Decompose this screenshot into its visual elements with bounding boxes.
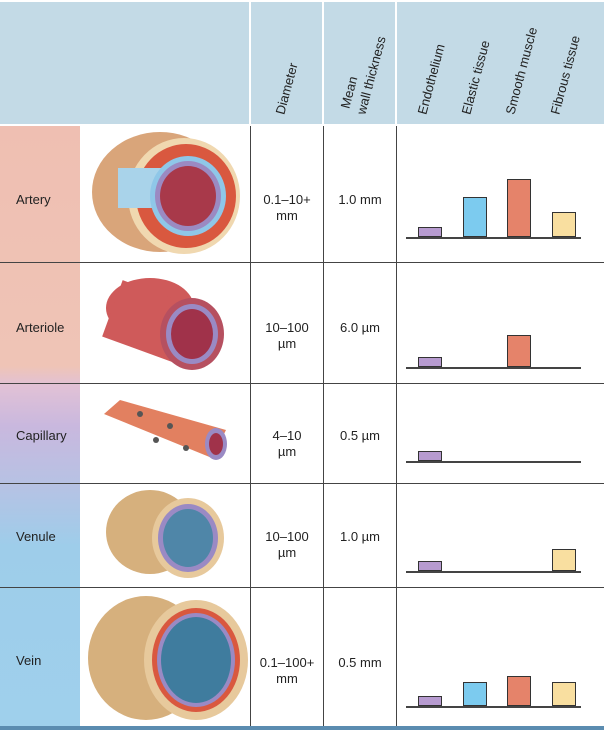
header-blank (0, 2, 249, 124)
bar-artery-endothelium (418, 227, 442, 237)
vein-wall: 0.5 mm (338, 655, 382, 670)
header-smooth: Smooth muscle (502, 25, 541, 116)
bottom-rule (0, 726, 604, 730)
bar-arteriole-smooth-muscle (507, 335, 531, 367)
row-label-arteriole: Arteriole (16, 320, 65, 335)
diameter-unit: mm (276, 671, 298, 686)
arteriole-diameter: 10–100 µm (251, 320, 323, 352)
diameter-value: 4–10 (272, 428, 302, 443)
header-wall: Mean wall thickness (324, 2, 395, 124)
row-label-vein: Vein (16, 653, 42, 668)
header-endothelium: Endothelium (414, 42, 448, 116)
vein-illustration (88, 596, 248, 720)
row-label-capillary: Capillary (16, 428, 67, 443)
row-label-artery: Artery (16, 192, 51, 207)
chart-baseline-artery (406, 237, 581, 239)
diameter-value: 10–100 (265, 529, 309, 544)
divider (396, 126, 397, 727)
row-divider (0, 483, 604, 484)
diameter-unit: µm (277, 545, 297, 560)
header-elastic: Elastic tissue (458, 38, 493, 116)
bar-venule-fibrous-tissue (552, 549, 576, 571)
row-label-venule: Venule (16, 529, 56, 544)
diameter-unit: mm (276, 208, 298, 223)
capillary-diameter: 4–10 µm (251, 428, 323, 460)
venule-illustration (106, 490, 224, 578)
bar-capillary-endothelium (418, 451, 442, 461)
bar-vein-fibrous-tissue (552, 682, 576, 706)
bar-artery-fibrous-tissue (552, 212, 576, 237)
bar-artery-elastic-tissue (463, 197, 487, 237)
chart-baseline-capillary (406, 461, 581, 463)
diameter-value: 0.1–10+ (263, 192, 311, 207)
bar-venule-endothelium (418, 561, 442, 571)
arteriole-wall: 6.0 µm (339, 320, 380, 335)
chart-baseline-arteriole (406, 367, 581, 369)
row-divider (0, 587, 604, 588)
artery-diameter: 0.1–10+ mm (251, 192, 323, 224)
header-tissues: Endothelium Elastic tissue Smooth muscle… (397, 2, 604, 124)
bar-artery-smooth-muscle (507, 179, 531, 237)
diameter-value: 0.1–100+ (259, 655, 315, 670)
diameter-unit: µm (277, 444, 297, 459)
bar-vein-endothelium (418, 696, 442, 706)
header-diameter-label: Diameter (272, 61, 301, 116)
row-divider (0, 383, 604, 384)
chart-baseline-vein (406, 706, 581, 708)
chart-baseline-venule (406, 571, 581, 573)
venule-diameter: 10–100 µm (251, 529, 323, 561)
header-wall-label-2: wall thickness (353, 34, 389, 116)
capillary-wall: 0.5 µm (339, 428, 380, 443)
bar-vein-smooth-muscle (507, 676, 531, 706)
venule-wall: 1.0 µm (339, 529, 380, 544)
divider (250, 126, 251, 727)
capillary-illustration (104, 400, 227, 460)
artery-wall: 1.0 mm (338, 192, 382, 207)
bar-vein-elastic-tissue (463, 682, 487, 706)
header-fibrous: Fibrous tissue (547, 33, 583, 116)
vessel-type-band (0, 126, 80, 727)
header-diameter: Diameter (251, 2, 322, 124)
vein-diameter: 0.1–100+ mm (251, 655, 323, 687)
row-divider (0, 262, 604, 263)
arteriole-illustration (102, 278, 224, 370)
bar-arteriole-endothelium (418, 357, 442, 367)
diameter-unit: µm (277, 336, 297, 351)
diameter-value: 10–100 (265, 320, 309, 335)
divider (323, 126, 324, 727)
artery-illustration (92, 132, 240, 254)
table-header: Diameter Mean wall thickness Endothelium… (0, 0, 604, 124)
